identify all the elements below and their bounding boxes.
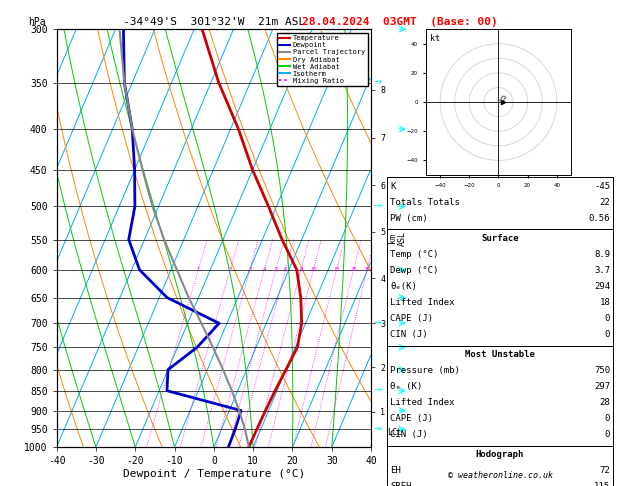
Text: →: → <box>374 202 381 211</box>
Title: -34°49'S  301°32'W  21m ASL: -34°49'S 301°32'W 21m ASL <box>123 17 305 27</box>
Text: EH: EH <box>390 466 401 475</box>
Text: 4: 4 <box>263 267 266 272</box>
Text: 297: 297 <box>594 382 610 391</box>
Text: 28: 28 <box>599 398 610 407</box>
Text: CAPE (J): CAPE (J) <box>390 314 433 323</box>
Text: 25: 25 <box>364 267 370 272</box>
Text: 18: 18 <box>599 298 610 307</box>
Text: θₑ (K): θₑ (K) <box>390 382 422 391</box>
Text: 28.04.2024  03GMT  (Base: 00): 28.04.2024 03GMT (Base: 00) <box>301 17 498 27</box>
Text: Surface: Surface <box>481 234 519 243</box>
Text: θₑ(K): θₑ(K) <box>390 282 417 291</box>
Text: 1: 1 <box>197 267 200 272</box>
Text: 115: 115 <box>594 482 610 486</box>
Text: © weatheronline.co.uk: © weatheronline.co.uk <box>448 471 552 480</box>
Text: 15: 15 <box>333 267 340 272</box>
Legend: Temperature, Dewpoint, Parcel Trajectory, Dry Adiabat, Wet Adiabat, Isotherm, Mi: Temperature, Dewpoint, Parcel Trajectory… <box>277 33 367 87</box>
Text: 3: 3 <box>248 267 252 272</box>
Text: 6: 6 <box>284 267 287 272</box>
Text: Hodograph: Hodograph <box>476 450 524 459</box>
Text: →: → <box>374 318 381 329</box>
Text: 72: 72 <box>599 466 610 475</box>
Text: 294: 294 <box>594 282 610 291</box>
Text: 20: 20 <box>350 267 357 272</box>
Text: 0: 0 <box>604 330 610 339</box>
Text: →: → <box>374 424 381 434</box>
Text: CIN (J): CIN (J) <box>390 330 428 339</box>
Text: -45: -45 <box>594 182 610 191</box>
Text: 0: 0 <box>604 314 610 323</box>
Text: Dewp (°C): Dewp (°C) <box>390 266 438 275</box>
Text: Lifted Index: Lifted Index <box>390 298 455 307</box>
Text: →: → <box>374 78 381 87</box>
Text: Totals Totals: Totals Totals <box>390 198 460 207</box>
Text: 8: 8 <box>299 267 303 272</box>
Text: 22: 22 <box>599 198 610 207</box>
Text: 0.56: 0.56 <box>589 214 610 223</box>
Text: 750: 750 <box>594 366 610 375</box>
Text: CIN (J): CIN (J) <box>390 430 428 439</box>
Text: CAPE (J): CAPE (J) <box>390 414 433 423</box>
Text: 0: 0 <box>604 414 610 423</box>
Text: Most Unstable: Most Unstable <box>465 350 535 359</box>
Text: kt: kt <box>430 34 440 43</box>
Text: SREH: SREH <box>390 482 411 486</box>
Text: 3.7: 3.7 <box>594 266 610 275</box>
Text: 10: 10 <box>310 267 316 272</box>
Text: Temp (°C): Temp (°C) <box>390 250 438 259</box>
Text: →: → <box>374 386 381 396</box>
Text: PW (cm): PW (cm) <box>390 214 428 223</box>
Text: hPa: hPa <box>28 17 46 27</box>
Text: K: K <box>390 182 396 191</box>
X-axis label: Dewpoint / Temperature (°C): Dewpoint / Temperature (°C) <box>123 469 305 479</box>
Text: LCL: LCL <box>387 429 402 437</box>
Y-axis label: km
ASL: km ASL <box>388 231 408 245</box>
Text: Lifted Index: Lifted Index <box>390 398 455 407</box>
Text: 5: 5 <box>274 267 277 272</box>
Text: Pressure (mb): Pressure (mb) <box>390 366 460 375</box>
Text: 2: 2 <box>228 267 231 272</box>
Text: 8.9: 8.9 <box>594 250 610 259</box>
Text: 0: 0 <box>604 430 610 439</box>
